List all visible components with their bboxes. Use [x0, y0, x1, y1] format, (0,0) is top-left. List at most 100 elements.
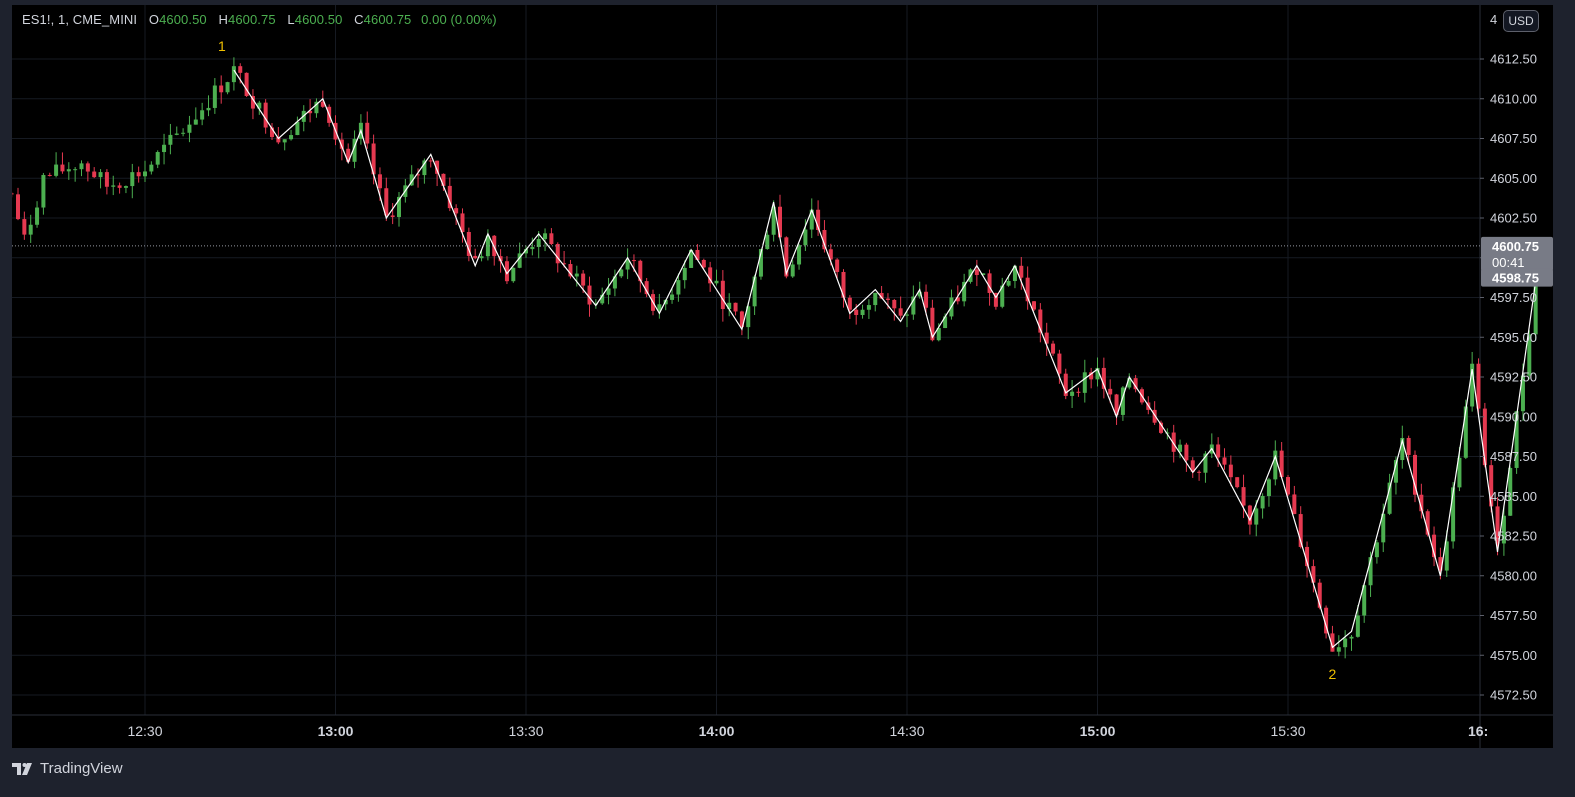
candle-body — [1451, 487, 1456, 542]
open-value: 4600.50 — [159, 12, 207, 27]
candle-body — [593, 303, 598, 305]
candle-body — [35, 207, 40, 225]
chart-panel[interactable]: 1234612.504610.004607.504605.004602.5046… — [12, 5, 1553, 748]
symbol-name[interactable]: ES1!, 1, CME_MINI — [22, 12, 138, 27]
candle-body — [587, 285, 592, 305]
candle-body — [733, 302, 738, 312]
candle-body — [676, 280, 681, 295]
candle-body — [1425, 511, 1430, 535]
candle-body — [1495, 506, 1500, 544]
close-value: 4600.75 — [363, 12, 412, 27]
candle-body — [511, 267, 516, 282]
candle-body — [339, 139, 344, 149]
open-label: O — [148, 12, 160, 27]
candle-body — [371, 143, 376, 175]
y-tick-label-partial: 4 — [1490, 12, 1497, 27]
candle-body — [28, 224, 33, 235]
candle-body — [231, 66, 236, 83]
candle-body — [943, 316, 948, 329]
candle-body — [1273, 450, 1278, 480]
candle-body — [816, 209, 821, 230]
candle-body — [1000, 285, 1005, 307]
candle-body — [689, 249, 694, 268]
candle-body — [1324, 607, 1329, 634]
y-tick-label: 4610.00 — [1490, 91, 1537, 106]
low-value: 4600.50 — [294, 12, 343, 27]
candle-body — [822, 229, 827, 250]
y-tick-label: 4592.50 — [1490, 370, 1537, 385]
high-value: 4600.75 — [227, 12, 276, 27]
candle-body — [549, 233, 554, 245]
candle-body — [517, 253, 522, 268]
x-tick-label: 14:00 — [699, 723, 735, 739]
candle-body — [1012, 265, 1017, 282]
candle-body — [797, 245, 802, 265]
tradingview-logo-icon — [12, 762, 32, 775]
candle-body — [1171, 432, 1176, 452]
candle-body — [714, 280, 719, 284]
candle-body — [1457, 457, 1462, 488]
candle-body — [308, 110, 313, 114]
candle-body — [784, 237, 789, 277]
candle-body — [104, 172, 109, 187]
candle-body — [828, 249, 833, 260]
candle-body — [1114, 394, 1119, 415]
candle-body — [708, 267, 713, 284]
candle-body — [289, 135, 294, 140]
candle-body — [397, 196, 401, 218]
symbol-legend: ES1!, 1, CME_MINI O4600.50 H4600.75 L460… — [22, 12, 497, 27]
candle-body — [263, 102, 268, 128]
candle-body — [416, 174, 421, 176]
candle-body — [117, 185, 122, 188]
candle-body — [1406, 437, 1411, 455]
tradingview-logo[interactable]: TradingView — [12, 760, 123, 777]
candle-body — [168, 134, 173, 145]
candle-body — [123, 186, 128, 188]
close-label: C — [354, 12, 364, 27]
candle-body — [181, 132, 186, 134]
y-tick-label: 4597.50 — [1490, 290, 1537, 305]
candle-body — [606, 288, 611, 295]
y-tick-label: 4605.00 — [1490, 171, 1537, 186]
candle-body — [1482, 408, 1487, 466]
y-tick-label: 4612.50 — [1490, 52, 1537, 67]
wave-label-1: 1 — [218, 38, 226, 54]
y-tick-label: 4602.50 — [1490, 211, 1537, 226]
candle-body — [644, 281, 649, 295]
candle-body — [911, 296, 916, 315]
candle-body — [1413, 454, 1417, 495]
candle-body — [936, 328, 941, 341]
candle-body — [1501, 515, 1506, 544]
currency-button[interactable]: USD — [1503, 10, 1539, 32]
candle-body — [1165, 432, 1170, 434]
candle-body — [892, 299, 897, 309]
candle-body — [200, 110, 205, 120]
candle-body — [352, 138, 357, 162]
candle-body — [917, 291, 922, 297]
candle-body — [1254, 508, 1259, 525]
candle-body — [1178, 444, 1183, 452]
candle-body — [295, 121, 300, 136]
candle-body — [631, 260, 636, 262]
candle-body — [1438, 557, 1443, 571]
candle-body — [22, 219, 27, 235]
candle-body — [695, 249, 700, 260]
candle-body — [66, 169, 71, 172]
low-label: L — [287, 12, 295, 27]
candle-body — [238, 66, 243, 73]
candle-body — [1082, 372, 1087, 393]
candle-body — [1127, 378, 1132, 388]
candle-body — [1266, 479, 1271, 496]
candle-body — [1355, 615, 1360, 637]
candle-body — [898, 308, 903, 316]
price-chart[interactable]: 1234612.504610.004607.504605.004602.5046… — [12, 5, 1553, 748]
candle-body — [1063, 373, 1068, 396]
candle-body — [955, 297, 960, 302]
candle-body — [746, 306, 751, 328]
y-tick-label: 4575.00 — [1490, 648, 1537, 663]
candle-body — [54, 164, 59, 176]
candle-body — [1362, 585, 1367, 616]
candle-body — [244, 72, 249, 96]
candle-body — [1038, 309, 1043, 333]
y-tick-label: 4582.50 — [1490, 529, 1537, 544]
